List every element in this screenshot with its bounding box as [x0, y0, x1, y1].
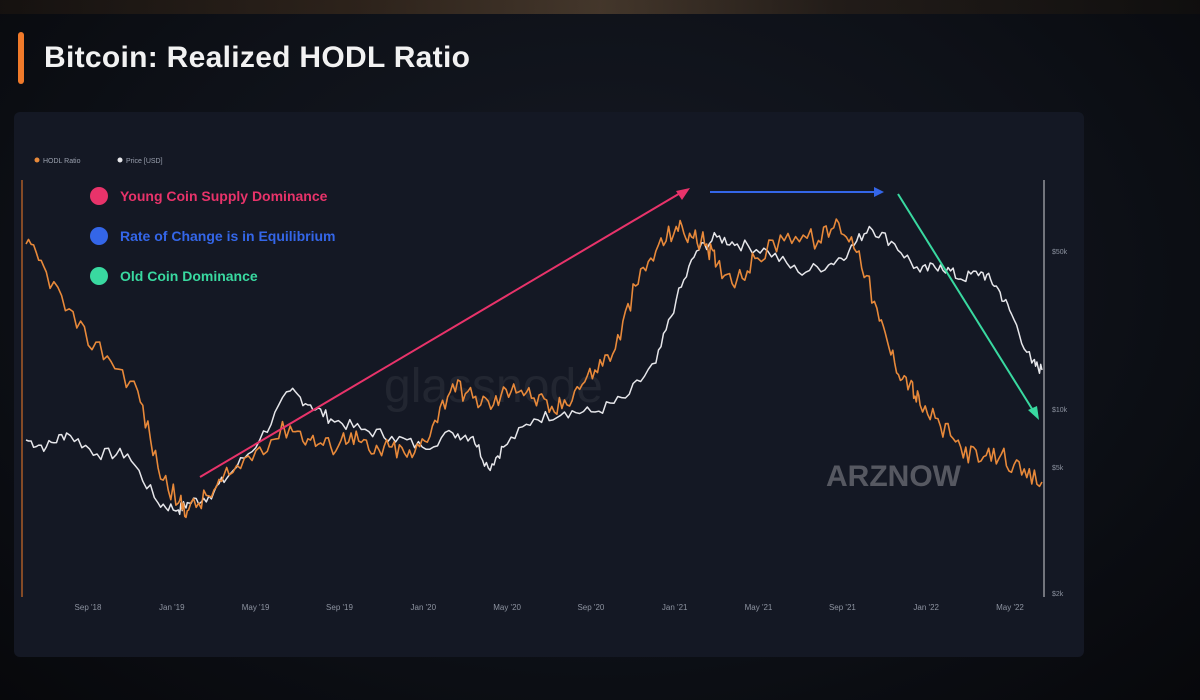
- young-trend-arrowhead: [676, 188, 690, 200]
- trend-arrows: [199, 187, 1039, 478]
- young-trend-arrow: [199, 191, 683, 478]
- x-tick-label: Jan '19: [159, 603, 185, 612]
- right-tick-label: $10k: [1052, 407, 1068, 414]
- annotation-old-label: Old Coin Dominance: [120, 268, 258, 284]
- legend-swatch-price: [117, 157, 123, 163]
- title-bar: Bitcoin: Realized HODL Ratio: [18, 28, 718, 88]
- hodl-ratio-line: [25, 218, 1043, 519]
- old-trend-arrow: [897, 193, 1035, 413]
- x-tick-label: Sep '18: [75, 603, 102, 612]
- annotation-young-label: Young Coin Supply Dominance: [120, 188, 328, 204]
- x-axis-ticks: Sep '18 Jan '19 May '19 Sep '19 Jan '20 May '…: [75, 603, 1025, 612]
- hodl-ratio-chart: HODL Ratio Price [USD] Young Coin Supply…: [21, 157, 1068, 612]
- x-tick-label: Jan '21: [662, 603, 688, 612]
- page-title: Bitcoin: Realized HODL Ratio: [44, 41, 471, 74]
- arznow-watermark-text: ARZNOW: [826, 460, 962, 493]
- series-layer: [25, 218, 1043, 519]
- x-tick-label: Sep '19: [326, 603, 353, 612]
- young-dot: [90, 187, 108, 205]
- arznow-watermark: ARZNOW: [826, 460, 962, 493]
- chart-legend: HODL Ratio Price [USD]: [34, 157, 163, 165]
- legend-swatch-hodl: [34, 157, 40, 163]
- equilibrium-trend-arrowhead: [874, 187, 884, 197]
- right-axis-ticks: $50k $10k $5k $2k: [1052, 249, 1068, 598]
- chart-panel: HODL Ratio Price [USD] Young Coin Supply…: [14, 112, 1084, 657]
- x-tick-label: May '22: [996, 603, 1024, 612]
- old-trend-arrowhead: [1028, 406, 1039, 420]
- x-tick-label: May '19: [242, 603, 270, 612]
- right-tick-label: $2k: [1052, 591, 1064, 598]
- x-tick-label: Sep '20: [577, 603, 604, 612]
- equilibrium-dot: [90, 227, 108, 245]
- x-tick-label: May '21: [745, 603, 773, 612]
- x-tick-label: Sep '21: [829, 603, 856, 612]
- right-tick-label: $50k: [1052, 249, 1068, 256]
- annotation-equilibrium-label: Rate of Change is in Equilibrium: [120, 228, 335, 244]
- old-dot: [90, 267, 108, 285]
- legend-label-hodl: HODL Ratio: [43, 158, 81, 165]
- x-tick-label: Jan '20: [411, 603, 437, 612]
- x-tick-label: May '20: [493, 603, 521, 612]
- annotation-key: Young Coin Supply Dominance Rate of Chan…: [90, 187, 335, 285]
- right-tick-label: $5k: [1052, 465, 1064, 472]
- title-accent-bar: [18, 32, 24, 84]
- x-tick-label: Jan '22: [913, 603, 939, 612]
- legend-label-price: Price [USD]: [126, 158, 163, 165]
- top-blur-strip: [0, 0, 1200, 14]
